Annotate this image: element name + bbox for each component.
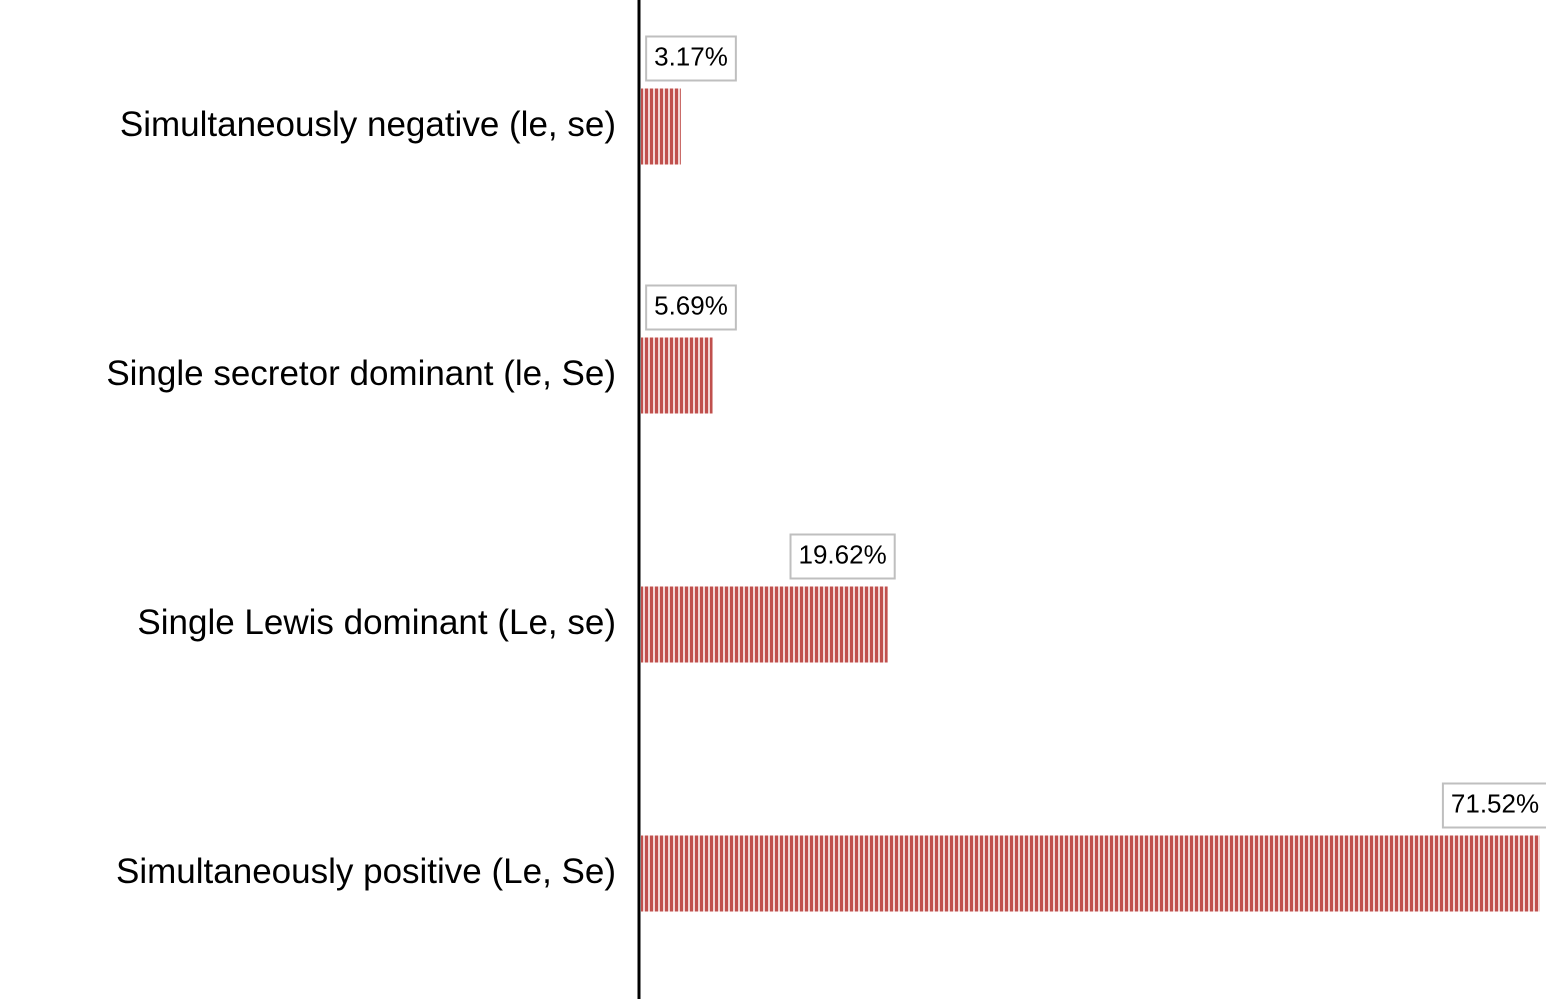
data-label-box xyxy=(645,284,737,331)
data-label-box xyxy=(1441,782,1546,829)
category-label: Simultaneously negative (le, se) xyxy=(120,105,616,144)
data-label: 5.69% xyxy=(654,290,728,320)
data-label-box xyxy=(789,533,896,580)
category-label: Simultaneously positive (Le, Se) xyxy=(116,852,616,891)
category-label: Single secretor dominant (le, Se) xyxy=(106,354,616,393)
data-label: 3.17% xyxy=(654,41,728,71)
bar xyxy=(641,88,681,165)
data-label-box xyxy=(645,35,737,82)
data-label: 19.62% xyxy=(799,539,887,569)
bar xyxy=(641,586,888,663)
bar xyxy=(641,835,1540,912)
category-label: Single Lewis dominant (Le, se) xyxy=(137,603,616,642)
bar xyxy=(641,337,713,414)
data-label: 71.52% xyxy=(1451,788,1539,818)
